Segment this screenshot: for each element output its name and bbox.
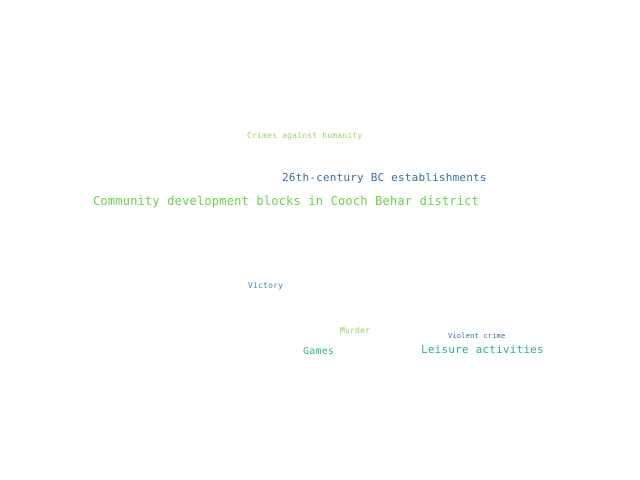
word-leisure-activities: Leisure activities bbox=[421, 343, 544, 356]
word-community-development-blocks: Community development blocks in Cooch Be… bbox=[93, 194, 480, 208]
word-26th-century-bc-establishments: 26th-century BC establishments bbox=[282, 171, 487, 184]
word-violent-crime: Violent crime bbox=[448, 332, 506, 340]
word-murder: Murder bbox=[340, 326, 371, 335]
word-victory: Victory bbox=[248, 281, 284, 290]
word-crimes-against-humanity: Crimes against humanity bbox=[247, 131, 363, 140]
word-games: Games bbox=[303, 346, 335, 357]
